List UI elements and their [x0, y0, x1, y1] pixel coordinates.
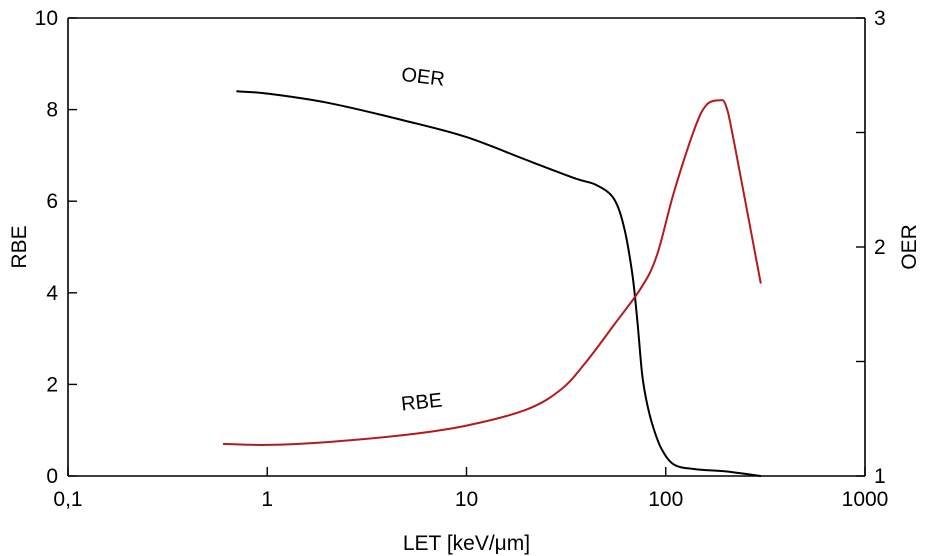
x-tick-label: 1 [261, 488, 273, 511]
y-right-tick-label: 1 [874, 465, 886, 488]
axes [67, 17, 866, 477]
y-left-tick-label: 6 [46, 190, 58, 213]
rbe-curve [222, 99, 762, 446]
y-left-tick-label: 0 [46, 465, 58, 488]
oer-curve [236, 90, 761, 477]
x-axis-title: LET [keV/μm] [403, 532, 530, 555]
y-right-tick-label: 2 [874, 236, 886, 259]
oer-curve-label: OER [400, 64, 446, 91]
y-left-tick-label: 10 [35, 7, 58, 30]
y-right-axis-title: OER [898, 224, 921, 270]
x-tick-label: 10 [455, 488, 478, 511]
y-left-axis-title: RBE [8, 225, 31, 268]
x-tick-label: 0,1 [53, 488, 82, 511]
y-left-tick-label: 2 [46, 373, 58, 396]
y-left-tick-label: 8 [46, 99, 58, 122]
y-right-tick-label: 3 [874, 7, 886, 30]
x-tick-label: 1000 [842, 488, 889, 511]
x-tick-label: 100 [648, 488, 683, 511]
curves [222, 90, 762, 477]
y-left-tick-label: 4 [46, 282, 58, 305]
rbe-curve-label: RBE [400, 389, 443, 415]
